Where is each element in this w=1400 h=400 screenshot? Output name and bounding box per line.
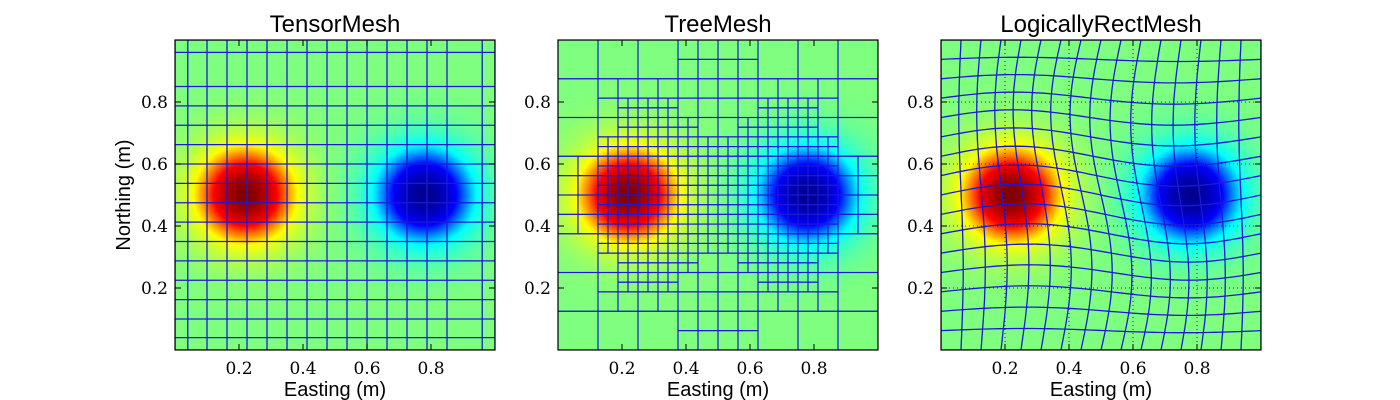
x-tick-label: 0.2 [225,359,252,379]
mesh-curve-horizontal [941,183,1261,207]
x-axis-label: Easting (m) [1050,379,1152,400]
mesh-grid [941,40,1261,350]
mesh-curve-vertical [1172,40,1190,350]
y-tick-label: 0.6 [907,155,934,175]
panel-treemesh: TreeMesh 0.2 0.4 0.6 0.8 0.2 0.4 0.6 0.8 Eastin… [524,11,879,400]
x-axis-label: Easting (m) [284,379,386,400]
y-tick-label: 0.6 [141,155,168,175]
y-tick-label: 0.6 [524,155,551,175]
x-tick-label: 0.8 [800,359,827,379]
mesh-cell [837,40,878,80]
y-tick-label: 0.4 [141,217,168,237]
mesh-curve-horizontal [941,73,1261,84]
axes-frame [940,39,1262,351]
panel-title: LogicallyRectMesh [1000,11,1201,38]
mesh-curve-vertical [1109,40,1133,350]
mesh-curve-vertical [1216,40,1226,350]
mesh-grid [175,40,495,350]
x-tick-label: 0.4 [289,359,316,379]
x-tick-label: 0.2 [608,359,635,379]
panel-logicallyrectmesh: LogicallyRectMesh 0.2 0.4 0.6 0.80.20.40.60… [907,11,1262,400]
mesh-curve-vertical [1194,40,1208,350]
y-tick-label: 0.4 [907,217,934,237]
heatmap-foreignobject [175,40,495,350]
mesh-curve-vertical [1151,40,1171,350]
axes-frame [174,39,496,351]
x-tick-label: 0.8 [1183,359,1210,379]
dotted-grid [941,40,1261,350]
mesh-curve-horizontal [941,164,1261,187]
x-tick-label: 0.4 [672,359,699,379]
y-tick-label: 0.8 [524,93,551,113]
field-heatmap [175,40,495,350]
axes-ticks: 0.2 0.4 0.6 0.8 0.2 0.4 0.6 0.8 [524,40,878,379]
mesh-curve-horizontal [941,91,1261,105]
axes-ticks: 0.2 0.4 0.6 0.8 0.2 0.4 0.6 0.8 [141,40,495,379]
mesh-curve-vertical [1238,40,1244,350]
panel-title: TreeMesh [664,11,771,38]
y-tick-label: 0.2 [141,279,168,299]
x-tick-label: 0.6 [353,359,380,379]
y-tick-label: 0.2 [524,279,551,299]
x-tick-label: 0.2 [991,359,1018,379]
x-tick-label: 0.8 [417,359,444,379]
axes-frame [557,39,879,351]
panel-tensormesh: TensorMesh 0.2 0.4 0.6 0.8 0.2 0.4 0.6 0.8 East… [113,11,496,400]
y-tick-label: 0.2 [907,279,934,299]
panel-title: TensorMesh [270,11,401,38]
mesh-curve-horizontal [941,56,1261,63]
x-axis-label: Easting (m) [667,379,769,400]
x-tick-label: 0.6 [1119,359,1146,379]
y-axis-label: Northing (m) [113,139,135,250]
mesh-grid [558,40,878,350]
y-tick-label: 0.8 [141,93,168,113]
x-tick-label: 0.6 [736,359,763,379]
axes-ticks: 0.2 0.4 0.6 0.8 0.2 0.4 0.6 0.8 [907,40,1261,379]
mesh-curve-horizontal [941,145,1261,167]
y-tick-label: 0.8 [907,93,934,113]
mesh-curve-horizontal [941,109,1261,126]
mesh-curve-horizontal [941,127,1261,147]
x-tick-label: 0.4 [1055,359,1082,379]
mesh-curve-vertical [1130,40,1152,350]
y-tick-label: 0.4 [524,217,551,237]
